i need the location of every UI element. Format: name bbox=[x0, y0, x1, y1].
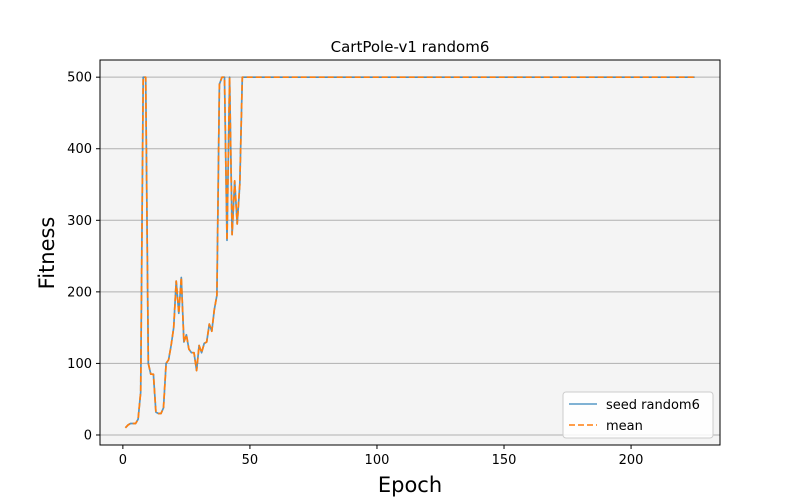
legend: seed random6 mean bbox=[562, 391, 714, 439]
series-lines bbox=[124, 76, 695, 429]
y-tick-label: 500 bbox=[67, 71, 92, 86]
legend-box bbox=[562, 391, 714, 439]
legend-label-mean: mean bbox=[606, 419, 643, 434]
x-axis-ticks: 0 50 100 150 200 bbox=[119, 445, 644, 468]
x-tick-label: 150 bbox=[492, 453, 517, 468]
x-tick-label: 200 bbox=[619, 453, 644, 468]
y-tick-label: 200 bbox=[67, 285, 92, 300]
chart-title: CartPole-v1 random6 bbox=[331, 38, 490, 56]
plot-area bbox=[100, 60, 720, 445]
y-tick-label: 0 bbox=[84, 428, 92, 443]
y-axis-label: Fitness bbox=[35, 217, 59, 290]
x-tick-label: 100 bbox=[365, 453, 390, 468]
y-tick-label: 400 bbox=[67, 142, 92, 157]
plot-frame bbox=[99, 59, 721, 446]
y-tick-label: 300 bbox=[67, 214, 92, 229]
series-line-mean bbox=[124, 76, 695, 429]
x-tick-label: 50 bbox=[242, 453, 259, 468]
y-tick-label: 100 bbox=[67, 357, 92, 372]
legend-label-seed: seed random6 bbox=[606, 398, 700, 413]
x-tick-label: 0 bbox=[119, 453, 127, 468]
x-axis-label: Epoch bbox=[378, 473, 442, 497]
y-axis-ticks: 0 100 200 300 400 500 bbox=[67, 71, 100, 443]
